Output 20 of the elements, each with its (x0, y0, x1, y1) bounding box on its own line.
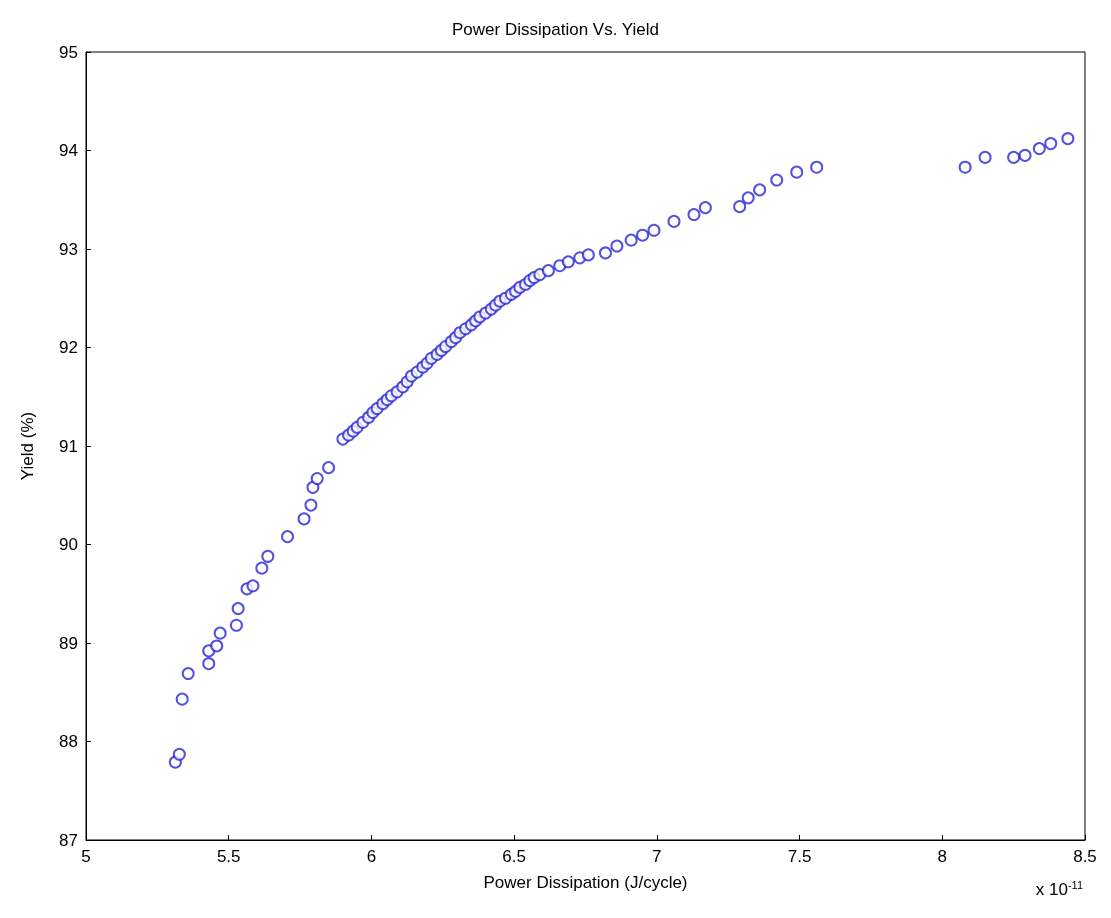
y-axis-title: Yield (%) (18, 411, 37, 481)
y-tick-label: 91 (59, 436, 78, 456)
x-tick-label: 8 (937, 847, 948, 866)
y-tick-label: 89 (59, 633, 78, 653)
y-tick-label: 93 (59, 239, 78, 259)
x-tick-label: 6.5 (502, 847, 526, 866)
x-axis-title: Power Dissipation (J/cycle) (483, 873, 688, 892)
y-tick-label: 94 (59, 141, 78, 160)
x-tick-label: 7.5 (787, 847, 812, 866)
x-tick-label: 8.5 (1073, 847, 1097, 866)
y-tick-label: 92 (59, 338, 78, 357)
x-tick-label: 7 (652, 847, 662, 866)
y-tick-label: 87 (59, 830, 78, 850)
x-tick-label: 5.5 (216, 847, 241, 866)
x-tick-label: 5 (81, 847, 91, 866)
y-tick-label: 90 (59, 535, 78, 554)
y-tick-label: 95 (59, 42, 78, 62)
x-tick-label: 6 (366, 847, 377, 866)
y-tick-label: 88 (59, 732, 78, 751)
chart-title: Power Dissipation Vs. Yield (452, 20, 659, 39)
